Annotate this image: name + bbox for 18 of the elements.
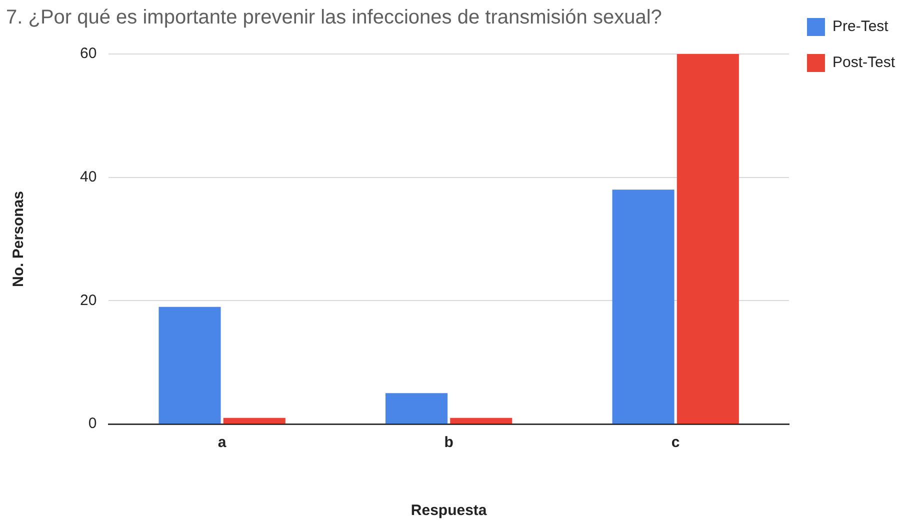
- bar: [612, 190, 674, 424]
- y-axis-title: No. Personas: [10, 191, 28, 287]
- x-tick-label: a: [218, 434, 227, 452]
- bar: [676, 54, 739, 424]
- y-tick-label: 40: [80, 168, 97, 186]
- x-tick-label: b: [444, 434, 454, 452]
- bar: [158, 306, 221, 424]
- bar: [223, 418, 286, 424]
- bar: [450, 418, 512, 424]
- y-tick-label: 0: [88, 415, 97, 432]
- legend-label: Post-Test: [832, 54, 896, 72]
- x-tick-label: c: [671, 434, 680, 452]
- y-tick-label: 20: [80, 292, 97, 309]
- x-axis-title: Respuesta: [410, 502, 488, 520]
- y-tick-label: 60: [80, 45, 97, 62]
- chart-title: 7. ¿Por qué es importante prevenir las infecciones de transmisión sexual?: [6, 6, 662, 29]
- bar: [385, 393, 448, 424]
- legend-label: Pre-Test: [832, 18, 890, 36]
